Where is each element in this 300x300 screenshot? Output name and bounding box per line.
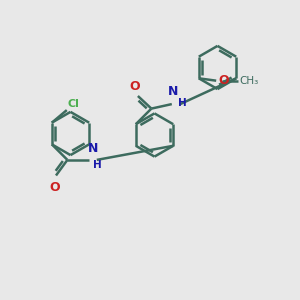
- Text: H: H: [93, 160, 102, 170]
- Text: O: O: [49, 181, 60, 194]
- Text: N: N: [168, 85, 178, 98]
- Text: N: N: [88, 142, 98, 154]
- Text: H: H: [178, 98, 187, 108]
- Text: Cl: Cl: [68, 99, 80, 109]
- Text: O: O: [129, 80, 140, 93]
- Text: O: O: [218, 74, 229, 87]
- Text: CH₃: CH₃: [240, 76, 259, 86]
